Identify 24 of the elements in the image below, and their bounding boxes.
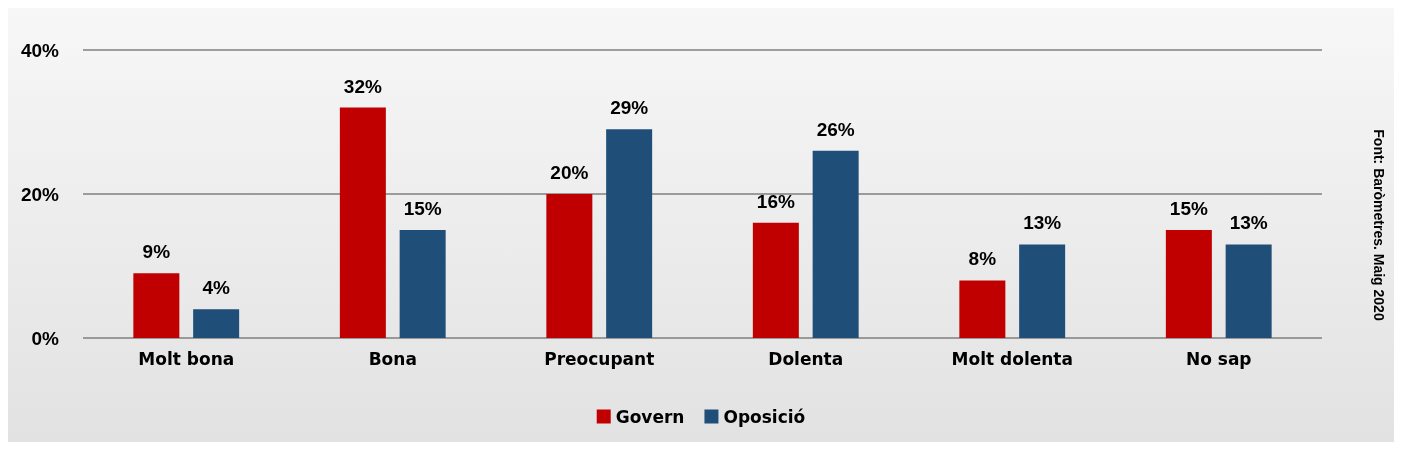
data-label: 13% (1229, 212, 1268, 234)
data-label: 9% (142, 241, 171, 263)
legend-label: Govern (615, 406, 685, 427)
y-tick-label: 0% (31, 327, 60, 349)
data-label: 8% (968, 248, 997, 270)
data-label: 29% (610, 97, 649, 119)
x-tick-label: Molt bona (138, 348, 235, 369)
data-label: 15% (1169, 198, 1208, 219)
data-label: 16% (756, 190, 795, 212)
text: Font: Baròmetres. Maig 2020 (1371, 129, 1387, 321)
data-label: 15% (403, 198, 442, 219)
x-tick-label: Bona (368, 348, 417, 369)
data-label: 32% (343, 75, 382, 97)
data-label: 13% (1023, 212, 1062, 234)
x-tick-label: Dolenta (768, 348, 844, 369)
data-label: 26% (816, 118, 855, 140)
x-tick-label: No sap (1185, 348, 1252, 369)
y-tick-label: 20% (20, 183, 60, 205)
y-tick-label: 40% (20, 39, 60, 61)
x-tick-label: Molt dolenta (951, 348, 1073, 369)
data-label: 20% (550, 162, 589, 183)
data-label: 4% (202, 277, 230, 299)
legend-label: Oposició (723, 406, 806, 427)
x-tick-label: Preocupant (544, 348, 655, 369)
